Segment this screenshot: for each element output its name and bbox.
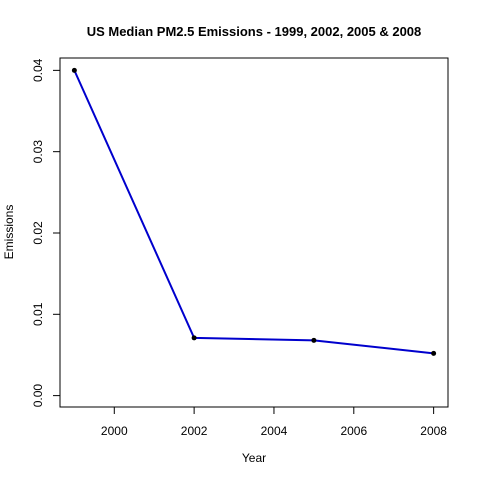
- data-point: [311, 337, 317, 343]
- plot-frame: [59, 57, 449, 408]
- series-layer: [71, 67, 437, 356]
- y-tick-label: 0.02: [31, 221, 45, 245]
- chart-title: US Median PM2.5 Emissions - 1999, 2002, …: [87, 24, 422, 39]
- y-tick-label: 0.00: [31, 384, 45, 408]
- data-point: [191, 335, 197, 341]
- x-tick-label: 2006: [340, 424, 367, 438]
- series-line: [73, 69, 434, 355]
- y-tick-label: 0.01: [31, 302, 45, 326]
- y-tick-label: 0.04: [31, 58, 45, 82]
- y-axis-label: Emissions: [2, 205, 16, 260]
- x-axis-label: Year: [242, 451, 266, 465]
- data-point: [431, 350, 437, 356]
- data-point: [71, 67, 77, 73]
- x-tick-label: 2004: [261, 424, 288, 438]
- y-tick-label: 0.03: [31, 140, 45, 164]
- x-axis: 2000 2002 2004 2006 2008: [101, 406, 447, 438]
- x-tick-label: 2000: [101, 424, 128, 438]
- x-tick-label: 2002: [181, 424, 208, 438]
- y-axis: 0.00 0.01 0.02 0.03 0.04: [31, 58, 61, 408]
- x-tick-label: 2008: [420, 424, 447, 438]
